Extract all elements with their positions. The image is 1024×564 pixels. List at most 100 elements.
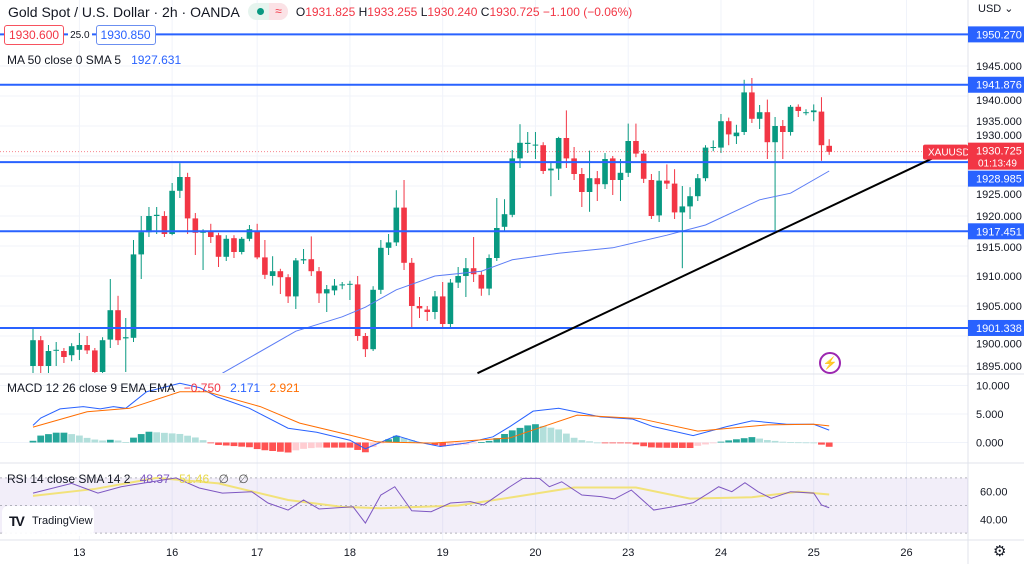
- macd-histogram-bar: [153, 432, 161, 443]
- macd-histogram-bar: [570, 437, 578, 443]
- macd-histogram-bar: [609, 442, 617, 444]
- close-label: C: [480, 4, 490, 19]
- symbol-title[interactable]: Gold Spot / U.S. Dollar · 2h · OANDA: [8, 3, 240, 20]
- macd-histogram-bar: [269, 442, 277, 451]
- candle: [99, 337, 106, 373]
- candle-body: [37, 340, 44, 366]
- candle-body: [378, 247, 384, 290]
- macd-histogram-bar: [748, 437, 756, 443]
- candle: [246, 225, 253, 242]
- macd-histogram-bar: [779, 441, 787, 443]
- candle-body: [455, 276, 461, 283]
- macd-histogram-bar: [400, 437, 408, 443]
- rsi-sma-value: 51.46: [179, 472, 210, 486]
- level-price-label: 1941.876: [976, 80, 1022, 92]
- candle: [347, 280, 353, 300]
- candle-body: [130, 254, 137, 338]
- candle: [602, 153, 608, 189]
- macd-histogram-bar: [238, 442, 246, 447]
- macd-histogram-bar: [161, 432, 168, 443]
- ma-legend-value: 1927.631: [131, 53, 182, 67]
- macd-histogram-bar: [756, 438, 764, 443]
- candle: [37, 336, 44, 373]
- candle: [45, 345, 52, 373]
- macd-histogram-bar: [68, 434, 76, 443]
- time-tick-label: 18: [344, 547, 356, 559]
- level-price-label: 1928.985: [976, 174, 1022, 186]
- candle-body: [153, 214, 160, 216]
- candle: [331, 279, 338, 296]
- macd-histogram-bar: [578, 440, 586, 443]
- settings-gear-icon[interactable]: ⚙: [993, 543, 1007, 560]
- candle-body: [609, 158, 616, 180]
- lightning-icon[interactable]: ⚡: [819, 352, 841, 374]
- macd-histogram-bar: [75, 435, 83, 443]
- macd-histogram-bar: [794, 442, 802, 444]
- candle: [787, 105, 794, 136]
- candle: [555, 136, 562, 180]
- candle-body: [602, 159, 608, 185]
- macd-histogram-bar: [37, 435, 45, 443]
- candle: [223, 235, 230, 261]
- candle: [107, 279, 114, 348]
- candle: [818, 97, 825, 161]
- rsi-extra-b: ∅: [238, 472, 249, 486]
- macd-histogram-bar: [361, 442, 369, 453]
- macd-histogram-bar: [354, 442, 362, 450]
- macd-histogram-bar: [539, 425, 547, 443]
- macd-histogram-bar: [725, 440, 733, 443]
- macd-histogram-bar: [632, 442, 640, 445]
- macd-histogram-bar: [323, 442, 331, 448]
- macd-histogram-bar: [45, 434, 52, 443]
- rsi-legend[interactable]: RSI 14 close SMA 14 2 48.37 51.46 ∅ ∅: [7, 472, 249, 486]
- candle-body: [725, 121, 732, 135]
- rsi-sma-line: [32, 476, 830, 510]
- macd-histogram-bar: [740, 438, 748, 443]
- candle-body: [463, 268, 469, 276]
- level-price-tag: [968, 76, 1024, 93]
- candle-body: [269, 271, 276, 276]
- price-tick-label: 1905.000: [976, 301, 1022, 313]
- sell-button[interactable]: 1930.600: [4, 25, 65, 45]
- macd-tick-label: 10.000: [976, 381, 1010, 393]
- candle: [494, 198, 500, 261]
- candle: [780, 120, 786, 159]
- candle: [687, 187, 693, 219]
- candle-body: [447, 282, 454, 324]
- macd-histogram-bar: [122, 442, 130, 443]
- change-value: −1.100 (−0.06%): [542, 4, 633, 19]
- ma-legend[interactable]: MA 50 close 0 SMA 5 1927.631: [7, 53, 181, 67]
- buy-button[interactable]: 1930.850: [95, 25, 156, 45]
- candle-body: [432, 296, 438, 312]
- currency-selector[interactable]: USD ⌄: [978, 3, 1014, 15]
- candle: [679, 186, 686, 269]
- candle: [702, 145, 709, 182]
- candle: [694, 174, 701, 201]
- tradingview-logo[interactable]: TV TradingView: [2, 506, 94, 536]
- candle-body: [470, 268, 477, 275]
- candle: [478, 271, 485, 296]
- macd-histogram-bar: [331, 442, 338, 448]
- level-price-label: 1917.451: [976, 226, 1022, 238]
- candle-body: [710, 147, 717, 148]
- macd-legend[interactable]: MACD 12 26 close 9 EMA EMA −0.750 2.171 …: [7, 381, 300, 395]
- candle: [463, 258, 469, 297]
- candle: [138, 216, 145, 279]
- macd-histogram-bar: [733, 439, 740, 443]
- candle: [308, 236, 315, 276]
- candle-body: [664, 180, 670, 184]
- macd-histogram-bar: [408, 440, 416, 443]
- candle-body: [509, 158, 516, 215]
- candle-body: [115, 310, 121, 341]
- market-status-pill[interactable]: ≈: [247, 3, 288, 20]
- price-tick-label: 1925.000: [976, 189, 1022, 201]
- macd-tick-label: 0.000: [976, 438, 1004, 450]
- open-label: O: [295, 4, 306, 19]
- candle: [115, 295, 121, 345]
- candle-body: [733, 132, 740, 137]
- macd-histogram-bar: [655, 442, 663, 448]
- candle: [671, 169, 678, 219]
- macd-histogram-bar: [222, 442, 230, 446]
- ohlc-readout: O1931.825 H1933.255 L1930.240 C1930.725 …: [296, 5, 632, 19]
